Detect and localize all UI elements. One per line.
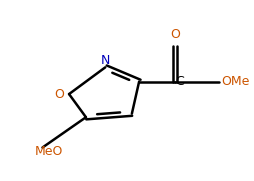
Text: N: N — [100, 54, 109, 67]
Text: O: O — [54, 88, 64, 101]
Text: OMe: OMe — [220, 75, 249, 88]
Text: C: C — [175, 75, 183, 88]
Text: MeO: MeO — [35, 145, 63, 158]
Text: O: O — [170, 28, 180, 41]
